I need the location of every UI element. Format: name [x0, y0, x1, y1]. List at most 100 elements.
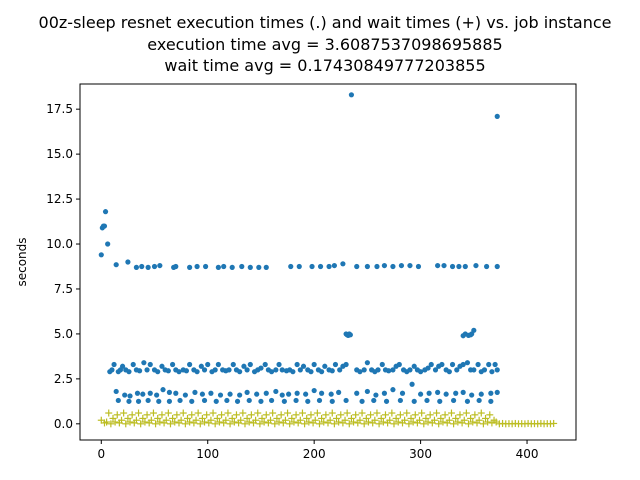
y-tick-label: 2.5: [54, 372, 73, 386]
wait-time-point: [252, 416, 260, 424]
execution-time-point: [276, 361, 282, 368]
wait-time-point: [275, 418, 283, 426]
wait-time-point: [181, 420, 189, 428]
wait-time-point: [194, 409, 202, 417]
wait-time-point: [407, 414, 415, 422]
wait-time-point: [211, 420, 219, 428]
execution-time-point: [418, 391, 424, 397]
wait-time-point: [271, 420, 279, 428]
wait-time-point: [403, 409, 411, 417]
wait-time-point: [386, 416, 394, 424]
wait-time-point: [192, 416, 200, 424]
wait-time-point: [371, 416, 379, 424]
execution-time-point: [226, 367, 232, 373]
wait-time-point: [337, 411, 345, 419]
wait-time-point: [377, 414, 385, 422]
execution-time-point: [130, 361, 136, 368]
execution-time-point: [398, 262, 405, 269]
execution-time-point: [244, 389, 250, 395]
execution-time-point: [126, 398, 132, 404]
wait-time-point: [156, 418, 164, 426]
execution-time-point: [187, 264, 193, 270]
wait-time-point: [424, 418, 432, 426]
wait-time-point: [284, 409, 292, 417]
wait-time-point: [303, 414, 311, 422]
wait-time-point: [241, 420, 249, 428]
execution-time-point: [411, 398, 417, 404]
wait-time-point: [392, 414, 400, 422]
execution-time-point: [309, 263, 315, 270]
execution-time-point: [347, 332, 353, 338]
execution-time-point: [286, 391, 292, 397]
wait-time-point: [215, 418, 223, 426]
execution-time-point: [173, 263, 179, 270]
wait-time-point: [173, 411, 181, 419]
execution-time-point: [155, 369, 161, 375]
execution-time-point: [258, 398, 264, 404]
execution-time-point: [460, 389, 466, 395]
execution-time-point: [428, 361, 434, 368]
execution-time-point: [141, 360, 147, 366]
execution-time-point: [227, 391, 233, 397]
wait-time-point: [341, 416, 349, 424]
plot-frame: [79, 83, 577, 441]
wait-time-point: [350, 418, 358, 426]
wait-time-point: [318, 414, 326, 422]
wait-time-point: [228, 414, 236, 422]
wait-time-point: [411, 411, 419, 419]
execution-time-point: [134, 390, 141, 396]
wait-time-point: [232, 411, 240, 419]
wait-time-point: [258, 414, 266, 422]
wait-time-point: [456, 411, 464, 419]
execution-time-point: [268, 369, 275, 375]
execution-time-point: [165, 368, 171, 374]
execution-time-point: [199, 391, 206, 397]
wait-time-point: [360, 420, 368, 428]
wait-time-point: [198, 414, 206, 422]
wait-time-point: [237, 416, 245, 424]
execution-time-point: [471, 327, 477, 333]
execution-time-point: [125, 259, 131, 265]
execution-time-point: [454, 367, 460, 373]
wait-time-point: [186, 418, 194, 426]
execution-time-point: [176, 369, 182, 375]
y-tick-label: 12.5: [46, 192, 73, 206]
wait-time-point: [111, 418, 119, 426]
execution-time-point: [239, 263, 245, 270]
execution-time-point: [237, 369, 243, 375]
execution-time-point: [425, 365, 431, 371]
wait-time-point: [401, 416, 409, 424]
execution-time-point: [111, 361, 117, 368]
wait-time-point: [420, 420, 428, 428]
execution-time-point: [147, 390, 153, 396]
execution-time-point: [273, 388, 279, 395]
wait-time-point: [326, 416, 334, 424]
wait-time-point: [430, 416, 438, 424]
execution-time-point: [229, 264, 235, 270]
execution-time-point: [213, 398, 219, 404]
wait-time-point: [166, 420, 174, 428]
wait-time-point: [439, 418, 447, 426]
execution-time-point: [361, 367, 367, 373]
wait-time-point: [345, 420, 353, 428]
execution-time-point: [397, 397, 403, 404]
wait-time-point: [313, 409, 321, 417]
execution-time-point: [102, 209, 109, 215]
execution-time-point: [343, 361, 349, 368]
execution-time-point: [374, 263, 380, 270]
execution-time-point: [441, 262, 447, 269]
execution-time-point: [481, 367, 488, 373]
wait-time-point: [405, 420, 413, 428]
wait-time-point: [260, 418, 268, 426]
execution-time-point: [432, 367, 439, 373]
execution-time-point: [247, 264, 253, 270]
wait-time-point: [445, 416, 453, 424]
wait-time-point: [467, 414, 475, 422]
execution-time-point: [115, 397, 121, 404]
wait-time-point: [330, 420, 338, 428]
execution-time-point: [332, 361, 339, 368]
chart-subtitle-wait-avg: wait time avg = 0.17430849777203855: [164, 56, 485, 75]
wait-time-point: [464, 420, 472, 428]
execution-time-point: [386, 368, 392, 374]
x-tick-label: 400: [516, 447, 539, 461]
